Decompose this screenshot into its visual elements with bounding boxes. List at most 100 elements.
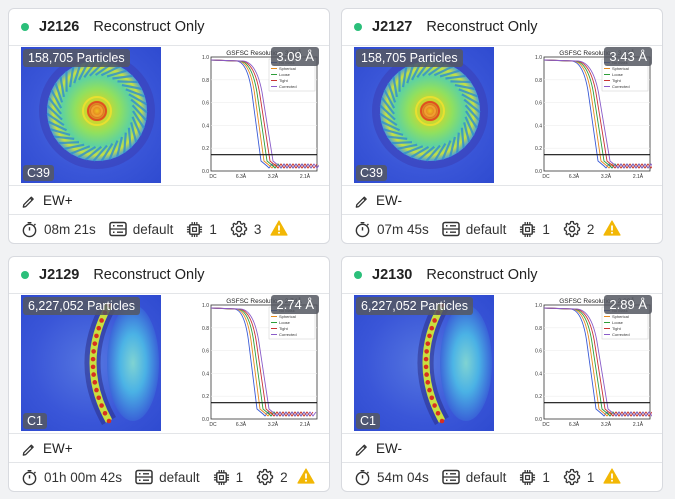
parameters[interactable]: 1: [563, 468, 594, 486]
job-title-row[interactable]: EW-: [354, 187, 402, 213]
job-title-row[interactable]: EW+: [21, 435, 73, 461]
lane-value: default: [132, 221, 174, 237]
gear-icon: [256, 468, 274, 486]
fsc-ytick: 0.8: [535, 326, 542, 332]
warning-icon[interactable]: [297, 467, 315, 487]
preview-area: 158,705 Particles C39 GSFSC Resolution: …: [354, 47, 658, 183]
divider: [342, 214, 662, 215]
card-header: J2129 Reconstruct Only: [9, 257, 329, 293]
svg-text:Loose: Loose: [612, 72, 624, 77]
card-footer: 54m 04s default 1 1: [354, 463, 621, 491]
stopwatch-icon: [22, 469, 37, 485]
fsc-plot[interactable]: GSFSC Resolution: 3.09Å 1.0 0.8 0.6 0.4 0.2 0.…: [197, 47, 321, 183]
card-header: J2127 Reconstruct Only: [342, 9, 662, 45]
symmetry-badge: C39: [356, 165, 387, 181]
warning-icon[interactable]: [603, 467, 621, 487]
divider: [9, 185, 329, 186]
fsc-ytick: 0.4: [535, 371, 542, 377]
pencil-icon: [355, 444, 367, 456]
stopwatch-icon: [355, 221, 370, 237]
job-card[interactable]: J2126 Reconstruct Only 158,705 Particles…: [8, 8, 330, 244]
gear-icon: [563, 220, 580, 238]
divider: [9, 293, 329, 294]
chip-icon: [520, 469, 536, 485]
job-card[interactable]: J2127 Reconstruct Only 158,705 Particles…: [341, 8, 663, 244]
svg-text:Corrected: Corrected: [612, 84, 630, 89]
parameters[interactable]: 2: [563, 220, 594, 238]
volume-map-image[interactable]: [354, 295, 494, 431]
fsc-ytick: 0.6: [202, 349, 209, 355]
lane-value: default: [465, 469, 507, 485]
resolution-badge: 3.43 Å: [604, 47, 652, 66]
fsc-xtick: DC: [542, 174, 550, 180]
fsc-title: GSFSC Resolution: 3.43Å: [559, 48, 635, 57]
svg-text:Tight: Tight: [612, 326, 622, 331]
fsc-chart: GSFSC Resolution: 3.09Å 1.0 0.8 0.6 0.4 0.2 0.…: [202, 48, 321, 180]
parameters[interactable]: 3: [230, 220, 262, 238]
pencil-icon: [22, 196, 34, 208]
fsc-plot[interactable]: GSFSC Resolution: 3.43Å 1.0 0.8 0.6 0.4 0.2 0.…: [530, 47, 658, 183]
gpu-count-value: 1: [209, 221, 217, 237]
job-card[interactable]: J2129 Reconstruct Only 6,227,052 Particl…: [8, 256, 330, 492]
job-type: Reconstruct Only: [426, 19, 538, 35]
fsc-ytick: 0.6: [202, 101, 209, 107]
runtime: 08m 21s: [21, 221, 96, 238]
job-title-row[interactable]: EW+: [21, 187, 73, 213]
volume-map-image[interactable]: [21, 47, 161, 183]
fsc-ytick: 1.0: [202, 55, 209, 61]
fsc-ytick: 0.8: [535, 78, 542, 84]
particle-count-badge: 158,705 Particles: [356, 49, 463, 67]
warning-icon[interactable]: [270, 219, 288, 239]
job-card[interactable]: J2130 Reconstruct Only 6,227,052 Particl…: [341, 256, 663, 492]
gpu-count-value: 1: [542, 469, 550, 485]
preview-area: 158,705 Particles C39 GSFSC Resolution: …: [21, 47, 321, 183]
fsc-plot[interactable]: GSFSC Resolution: 2.74Å 1.0 0.8 0.6 0.4 0.2 0.…: [197, 295, 319, 431]
status-dot: [21, 271, 29, 279]
runtime-value: 54m 04s: [377, 469, 429, 485]
svg-text:Corrected: Corrected: [279, 84, 297, 89]
chip-icon: [520, 221, 536, 237]
status-dot: [354, 271, 362, 279]
divider: [342, 45, 662, 46]
volume-map-image[interactable]: [354, 47, 494, 183]
svg-text:Spherical: Spherical: [612, 314, 629, 319]
runtime-value: 08m 21s: [44, 221, 96, 237]
fsc-xtick: 2.1Å: [633, 173, 644, 180]
job-title: EW-: [376, 440, 402, 456]
fsc-ytick: 1.0: [202, 303, 209, 309]
job-title-row[interactable]: EW-: [354, 435, 402, 461]
fsc-xtick: 6.3Å: [236, 173, 247, 180]
job-id[interactable]: J2130: [372, 267, 413, 283]
divider: [9, 45, 329, 46]
symmetry-badge: C39: [23, 165, 54, 181]
fsc-chart: GSFSC Resolution: 3.43Å 1.0 0.8 0.6 0.4 0.2 0.…: [535, 48, 658, 180]
warning-icon[interactable]: [603, 219, 621, 239]
fsc-xtick: 3.2Å: [601, 173, 612, 180]
fsc-ytick: 1.0: [535, 303, 542, 309]
svg-text:Tight: Tight: [279, 326, 289, 331]
lane-value: default: [159, 469, 200, 485]
density-map-graphic: [354, 47, 494, 183]
fsc-xtick: DC: [542, 422, 550, 428]
server-icon: [442, 221, 460, 237]
gpu-count: 1: [519, 221, 550, 238]
resolution-badge: 2.74 Å: [271, 295, 319, 314]
fsc-xtick: 2.1Å: [300, 421, 311, 428]
parameter-count: 2: [280, 469, 288, 485]
parameter-count: 3: [253, 221, 262, 237]
gpu-count: 1: [519, 469, 550, 486]
job-id[interactable]: J2127: [372, 19, 413, 35]
job-title: EW-: [376, 192, 402, 208]
status-dot: [354, 23, 362, 31]
fsc-chart: GSFSC Resolution: 2.89Å 1.0 0.8 0.6 0.4 0.2 0.…: [535, 296, 656, 428]
job-id[interactable]: J2126: [39, 19, 80, 35]
fsc-ytick: 0.0: [202, 417, 209, 423]
parameters[interactable]: 2: [256, 468, 288, 486]
fsc-title: GSFSC Resolution: 2.74Å: [226, 296, 302, 305]
fsc-plot[interactable]: GSFSC Resolution: 2.89Å 1.0 0.8 0.6 0.4 0.2 0.…: [530, 295, 656, 431]
job-id[interactable]: J2129: [39, 267, 80, 283]
volume-map-image[interactable]: [21, 295, 161, 431]
fsc-xtick: DC: [209, 422, 217, 428]
runtime: 54m 04s: [354, 469, 429, 486]
